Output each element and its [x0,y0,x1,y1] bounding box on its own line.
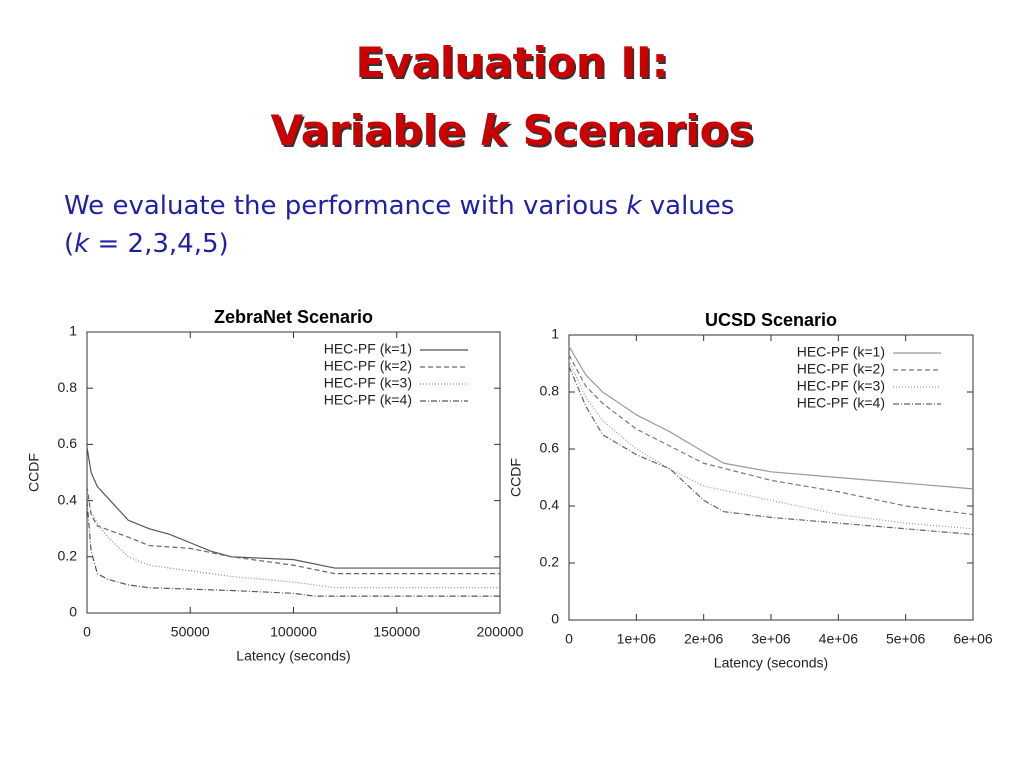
series-line [86,447,500,569]
y-tick-label: 0.6 [540,440,560,456]
plot-frame [86,331,501,614]
y-tick-label: 0.4 [58,491,78,507]
title-word: k [482,108,513,157]
legend-label: HEC-PF (k=2) [797,361,885,377]
chart-title: ZebraNet Scenario [214,307,373,327]
x-tick-label: 0 [83,624,91,640]
legend-label: HEC-PF (k=2) [324,358,412,374]
y-tick-label: 0 [69,604,77,620]
series-line [568,360,974,530]
x-tick-label: 100000 [270,624,317,640]
chart-title: UCSD Scenario [705,310,837,330]
y-tick-label: 1 [69,323,77,339]
legend-label: HEC-PF (k=1) [324,341,412,357]
y-tick-label: 0.8 [540,383,560,399]
x-tick-label: 3e+06 [751,631,791,647]
title-word: Scenarios [525,108,756,157]
series-line [568,366,974,536]
x-tick-label: 50000 [171,624,210,640]
series-line [86,500,500,597]
x-tick-label: 0 [565,631,573,647]
slide-title-shadow: Evaluation II: [358,40,671,89]
body-text: values [650,191,735,221]
title-word: Variable [273,108,468,157]
body-text: k [74,229,90,259]
title-word: Scenarios [523,106,754,155]
y-tick-label: 0.6 [58,435,78,451]
legend-label: HEC-PF (k=4) [797,395,885,411]
x-tick-label: 2e+06 [684,631,724,647]
y-tick-label: 0 [551,611,559,627]
legend-label: HEC-PF (k=4) [324,392,412,408]
x-tick-label: 4e+06 [819,631,859,647]
x-tick-label: 200000 [477,624,524,640]
x-tick-label: 150000 [373,624,420,640]
y-tick-label: 0.2 [540,554,560,570]
x-tick-label: 5e+06 [886,631,926,647]
x-tick-label: 6e+06 [953,631,993,647]
body-text: We evaluate the performance with various [64,191,618,221]
x-tick-label: 1e+06 [617,631,657,647]
y-tick-label: 0.2 [58,548,78,564]
slide-title-shadow: Variable k Scenarios [273,108,756,157]
series-line [568,354,974,516]
title-word: k [480,106,511,155]
slide-title: Evaluation II: [356,38,669,87]
legend-label: HEC-PF (k=3) [797,378,885,394]
series-line [568,346,974,490]
body-line: (k = 2,3,4,5) [64,229,229,259]
series-line [86,486,500,575]
y-tick-label: 0.4 [540,497,560,513]
body-text: = 2,3,4,5) [97,229,228,259]
x-axis-label: Latency (seconds) [236,648,350,664]
slide-title: Variable k Scenarios [271,106,754,155]
y-tick-label: 1 [551,326,559,342]
y-tick-label: 0.8 [58,379,78,395]
body-text: ( [64,229,74,259]
y-axis-label: CCDF [26,453,42,492]
y-axis-label: CCDF [508,458,524,497]
legend-label: HEC-PF (k=3) [324,375,412,391]
legend-label: HEC-PF (k=1) [797,344,885,360]
x-axis-label: Latency (seconds) [714,655,828,671]
body-text: k [626,191,642,221]
body-line: We evaluate the performance with various… [64,191,734,221]
title-word: Variable [271,106,466,155]
plot-frame [568,334,974,621]
